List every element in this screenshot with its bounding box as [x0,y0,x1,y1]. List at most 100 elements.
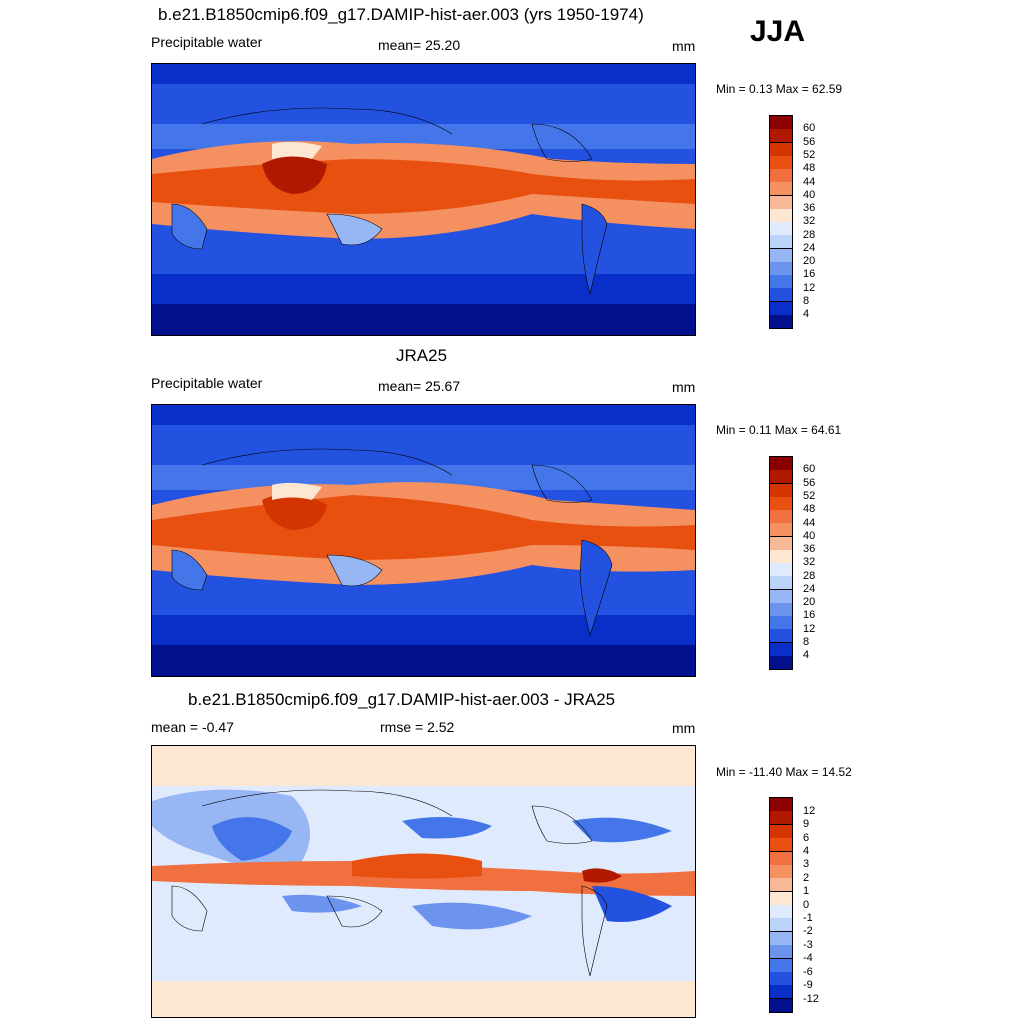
colorbar-tick-label: -1 [803,912,813,924]
colorbar-swatch [770,998,792,1012]
colorbar-swatch [770,602,792,617]
panel-1-units-label: mm [672,38,696,54]
colorbar-tick-label: 8 [803,636,810,648]
panel-3-map [151,745,696,1018]
panel-2-map [151,404,696,677]
colorbar-swatch [770,470,792,485]
colorbar-swatch [770,116,792,130]
panel-3-title: b.e21.B1850cmip6.f09_g17.DAMIP-hist-aer.… [188,690,616,709]
panel-1-map [151,63,696,336]
colorbar-tick-label: 9 [803,818,810,830]
colorbar-tick-label: 8 [803,295,810,307]
colorbar-tick-label: -12 [803,993,819,1005]
panel-1-minmax: Min = 0.13 Max = 62.59 [716,82,843,96]
colorbar-swatch [770,129,792,144]
panel-3-minmax: Min = -11.40 Max = 14.52 [716,765,852,779]
colorbar-swatch [770,798,792,812]
colorbar-tick-label: -2 [803,925,813,937]
colorbar-tick-label: 56 [803,136,816,148]
colorbar-swatch [770,457,792,471]
panel-1-colorbar [769,115,793,329]
colorbar-tick-label: 3 [803,858,810,870]
colorbar-swatch [770,851,792,866]
colorbar-swatch [770,642,792,657]
colorbar-swatch [770,195,792,210]
colorbar-tick-label: 40 [803,189,816,201]
colorbar-swatch [770,314,792,328]
panel-1-mean-label: mean= 25.20 [378,37,461,53]
colorbar-swatch [770,169,792,183]
colorbar-tick-label: -4 [803,952,813,964]
colorbar-tick-label: 56 [803,477,816,489]
colorbar-swatch [770,301,792,316]
panel-2-title: JRA25 [396,346,448,365]
colorbar-swatch [770,248,792,263]
colorbar-tick-label: 4 [803,845,810,857]
panel-2-colorbar [769,456,793,670]
colorbar-tick-label: 60 [803,463,816,475]
colorbar-tick-label: 24 [803,242,816,254]
colorbar-swatch [770,523,792,538]
panel-3-mean-label: mean = -0.47 [151,719,234,735]
colorbar-swatch [770,275,792,289]
colorbar-swatch [770,655,792,669]
colorbar-swatch [770,261,792,276]
colorbar-swatch [770,496,792,511]
colorbar-tick-label: 12 [803,805,816,817]
colorbar-swatch [770,222,792,236]
colorbar-swatch [770,985,792,1000]
colorbar-swatch [770,824,792,839]
colorbar-tick-label: 1 [803,885,810,897]
panel-1-title: b.e21.B1850cmip6.f09_g17.DAMIP-hist-aer.… [158,5,644,24]
colorbar-swatch [770,235,792,250]
colorbar-tick-label: 44 [803,517,816,529]
colorbar-swatch [770,971,792,986]
colorbar-tick-label: 20 [803,596,816,608]
colorbar-tick-label: 12 [803,623,816,635]
colorbar-tick-label: 24 [803,583,816,595]
colorbar-tick-label: 32 [803,556,816,568]
colorbar-tick-label: 60 [803,122,816,134]
colorbar-swatch [770,208,792,223]
colorbar-tick-label: 48 [803,503,816,515]
colorbar-tick-label: 28 [803,229,816,241]
panel-3-units-label: mm [672,720,696,736]
colorbar-swatch [770,905,792,919]
colorbar-tick-label: 16 [803,609,816,621]
colorbar-swatch [770,182,792,197]
colorbar-swatch [770,536,792,551]
colorbar-swatch [770,155,792,170]
panel-2-minmax: Min = 0.11 Max = 64.61 [716,423,842,437]
colorbar-swatch [770,288,792,303]
colorbar-tick-label: 0 [803,899,810,911]
colorbar-tick-label: 36 [803,202,816,214]
colorbar-tick-label: 36 [803,543,816,555]
colorbar-swatch [770,510,792,524]
colorbar-swatch [770,864,792,879]
colorbar-tick-label: 32 [803,215,816,227]
colorbar-swatch [770,589,792,604]
panel-2-variable-label: Precipitable water [151,375,263,391]
colorbar-tick-label: 52 [803,490,816,502]
colorbar-swatch [770,891,792,906]
colorbar-tick-label: 40 [803,530,816,542]
colorbar-tick-label: 2 [803,872,810,884]
colorbar-tick-label: -6 [803,966,813,978]
season-label: JJA [750,15,806,48]
colorbar-tick-label: -9 [803,979,813,991]
colorbar-tick-label: 12 [803,282,816,294]
colorbar-tick-label: 4 [803,649,810,661]
colorbar-swatch [770,142,792,157]
colorbar-swatch [770,576,792,591]
panel-1-variable-label: Precipitable water [151,34,263,50]
colorbar-tick-label: -3 [803,939,813,951]
panel-3-colorbar [769,797,793,1013]
colorbar-swatch [770,878,792,893]
colorbar-tick-label: 28 [803,570,816,582]
colorbar-tick-label: 20 [803,255,816,267]
colorbar-swatch [770,483,792,498]
colorbar-tick-label: 48 [803,162,816,174]
colorbar-swatch [770,931,792,946]
colorbar-swatch [770,918,792,933]
colorbar-swatch [770,811,792,826]
